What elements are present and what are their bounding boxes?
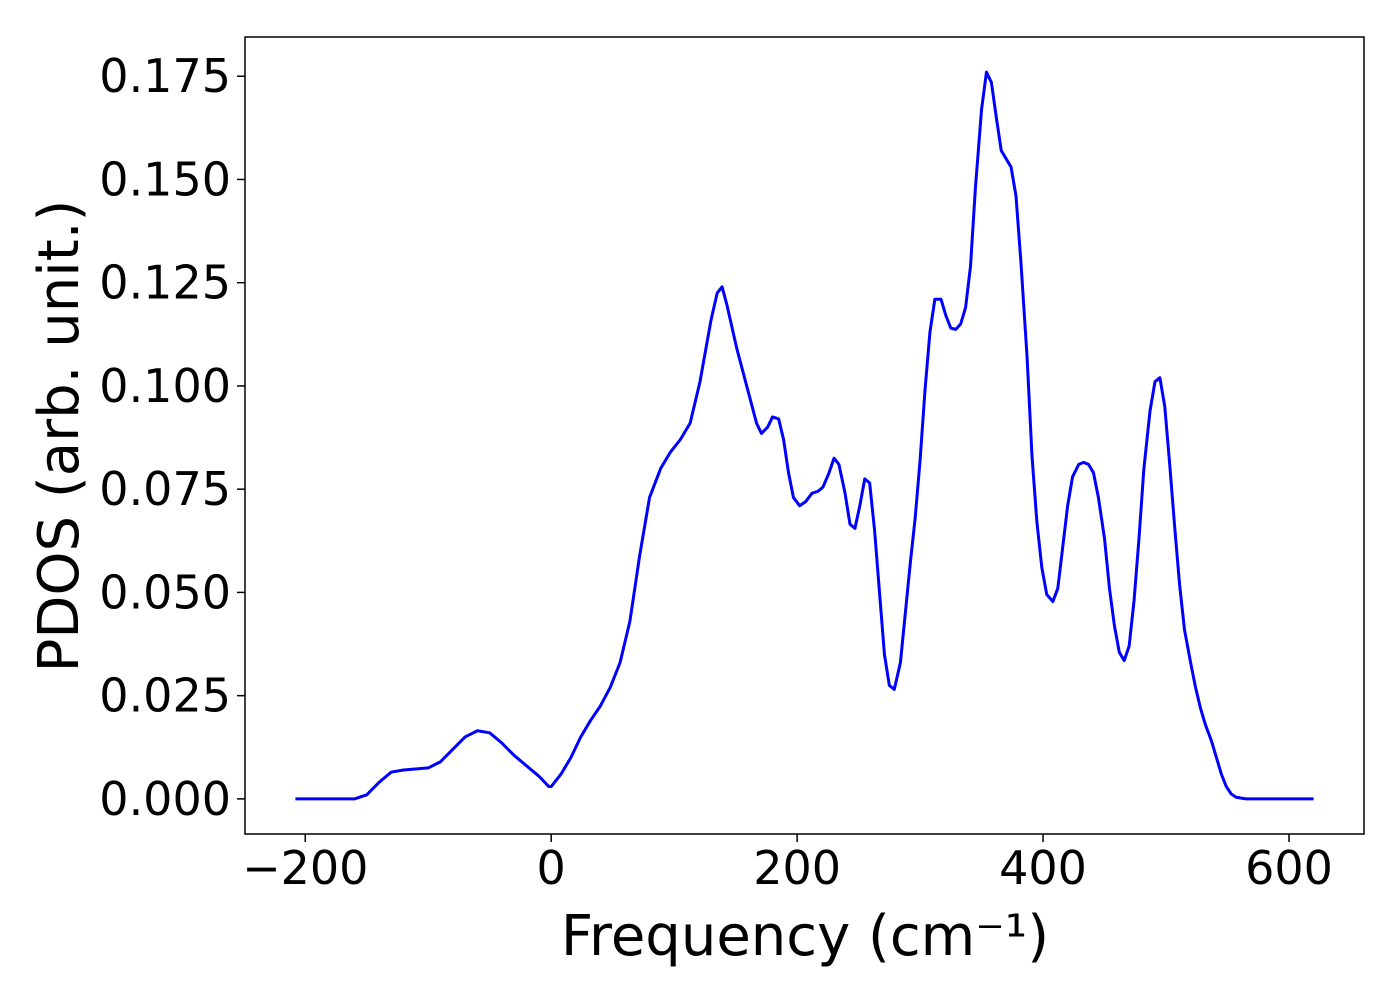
plot-frame [244, 36, 1365, 835]
y-tick-label: 0.125 [99, 256, 231, 310]
x-tick-label: 0 [537, 841, 566, 895]
line-series [295, 70, 1314, 801]
y-tick-label: 0.175 [99, 49, 231, 103]
x-tick-label: −200 [242, 841, 368, 895]
y-tick-label: 0.075 [99, 462, 231, 516]
x-tick-label: 200 [753, 841, 841, 895]
y-tick-label: 0.000 [99, 772, 231, 826]
x-axis-label: Frequency (cm⁻¹) [561, 904, 1049, 969]
y-tick-label: 0.050 [99, 565, 231, 619]
x-tick-label: 600 [1245, 841, 1333, 895]
x-tick-label: 400 [999, 841, 1087, 895]
y-axis-label: PDOS (arb. unit.) [27, 200, 92, 673]
y-tick-label: 0.025 [99, 669, 231, 723]
y-tick-label: 0.150 [99, 152, 231, 206]
y-tick-label: 0.100 [99, 359, 231, 413]
